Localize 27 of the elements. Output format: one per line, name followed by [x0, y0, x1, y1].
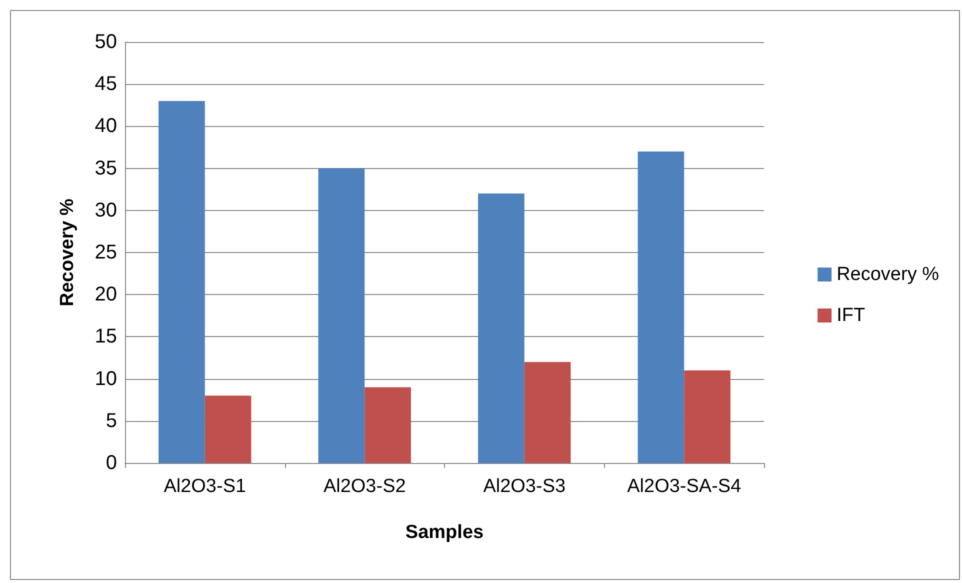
y-tick-label: 30: [94, 199, 117, 222]
bar: [204, 396, 252, 463]
y-tick-label: 50: [94, 31, 117, 53]
y-tick-label: 20: [94, 284, 117, 306]
y-tick-label: 25: [94, 242, 117, 264]
y-tick-label: 0: [106, 452, 117, 474]
y-tick-label: 35: [94, 157, 117, 180]
legend-label: Recovery %: [836, 264, 940, 285]
x-tick-label: Al2O3-S3: [483, 476, 566, 497]
y-tick-label: 5: [106, 410, 117, 432]
bar: [364, 387, 411, 463]
y-tick-label: 10: [94, 368, 117, 390]
bar: [318, 168, 365, 463]
x-tick-label: Al2O3-SA-S4: [627, 476, 742, 497]
y-axis-title: Recovery %: [57, 198, 78, 306]
legend-label: IFT: [836, 305, 866, 326]
y-tick-label: 40: [94, 115, 117, 138]
bar: [158, 100, 205, 463]
x-tick-label: Al2O3-S2: [323, 476, 406, 497]
x-tick-label: Al2O3-S1: [164, 476, 246, 497]
bar: [638, 151, 684, 463]
y-tick-label: 15: [94, 326, 117, 348]
x-axis-title: Samples: [405, 522, 484, 543]
bar: [684, 370, 730, 463]
bar: [478, 194, 524, 463]
bar: [524, 362, 571, 463]
y-tick-label: 45: [94, 73, 117, 96]
